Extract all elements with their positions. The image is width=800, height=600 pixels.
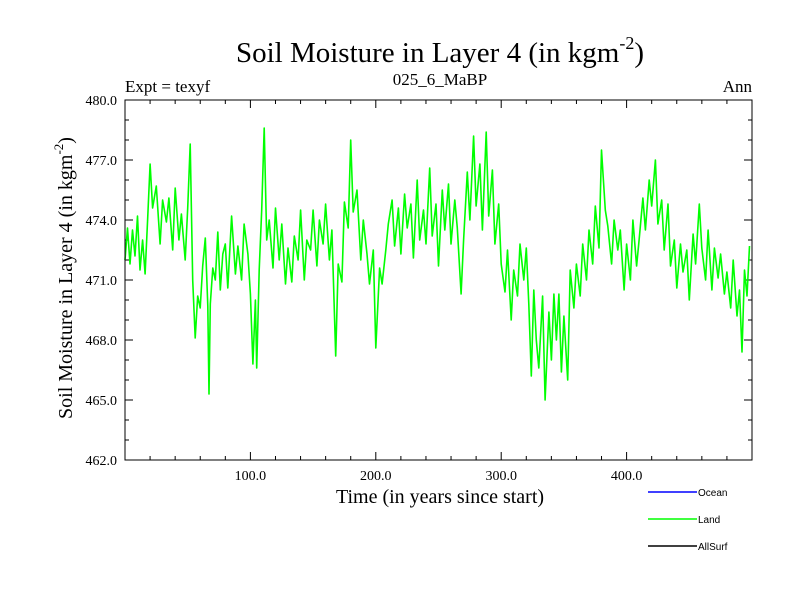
y-tick-label: 480.0 (86, 94, 118, 109)
y-tick-label: 471.0 (86, 274, 118, 289)
season-label: Ann (723, 77, 753, 96)
y-tick-label: 462.0 (86, 454, 118, 469)
y-tick-label: 477.0 (86, 154, 118, 169)
experiment-label: Expt = texyf (125, 77, 210, 96)
legend-item-allsurf: AllSurf (648, 542, 728, 553)
legend-label-allsurf: AllSurf (698, 542, 728, 553)
legend-item-land: Land (648, 515, 720, 526)
x-tick-label: 100.0 (235, 469, 267, 484)
x-axis-label: Time (in years since start) (336, 486, 544, 508)
legend-item-ocean: Ocean (648, 488, 727, 499)
series-group (124, 127, 751, 401)
y-axis-ticks: 462.0 465.0 468.0 471.0 474.0 477.0 480.0 (86, 94, 752, 469)
x-tick-label: 300.0 (485, 469, 517, 484)
legend-label-land: Land (698, 515, 720, 526)
x-tick-label: 200.0 (360, 469, 392, 484)
legend: Ocean Land AllSurf (648, 488, 728, 553)
y-tick-label: 468.0 (86, 334, 118, 349)
legend-label-ocean: Ocean (698, 488, 727, 499)
x-tick-label: 400.0 (611, 469, 643, 484)
chart-title: Soil Moisture in Layer 4 (in kgm-2) (236, 33, 644, 69)
series-line-land (124, 127, 751, 401)
y-tick-label: 474.0 (86, 214, 118, 229)
y-axis-label: Soil Moisture in Layer 4 (in kgm-2) (51, 137, 77, 419)
period-label: 025_6_MaBP (393, 70, 487, 89)
plot-frame (124, 99, 753, 461)
x-axis-ticks: 100.0 200.0 300.0 400.0 (149, 100, 728, 484)
y-tick-label: 465.0 (86, 394, 118, 409)
